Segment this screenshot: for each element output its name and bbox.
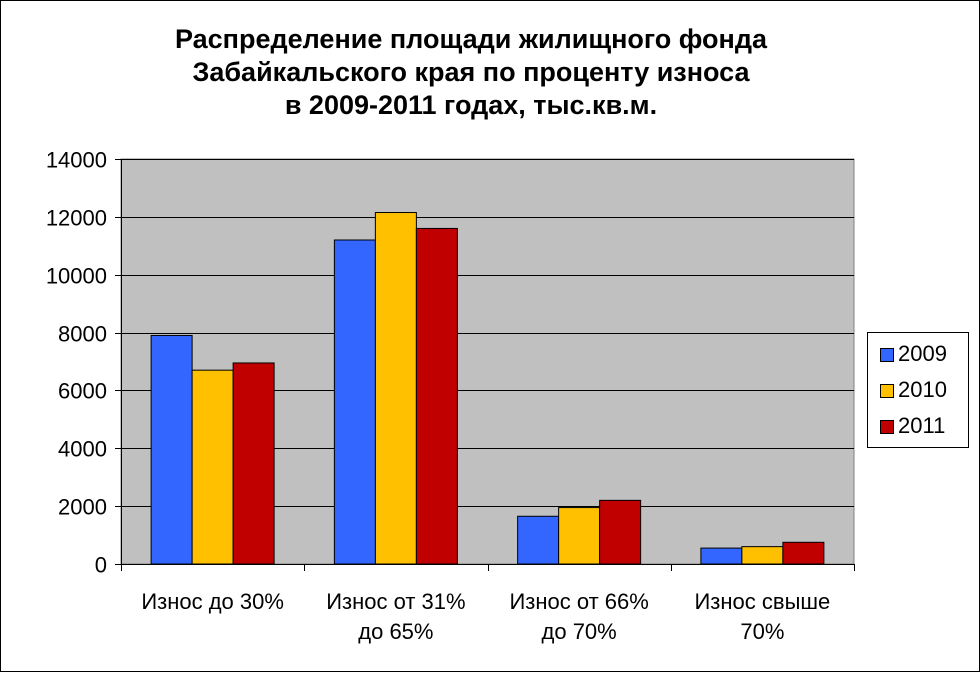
legend-label: 2010 <box>898 377 947 402</box>
y-tick-label: 6000 <box>58 379 107 404</box>
legend-item-2009: 2009 <box>868 337 968 373</box>
legend-swatch <box>880 348 894 362</box>
bar-2010 <box>741 546 784 565</box>
legend: 2009 2010 2011 <box>867 332 969 448</box>
legend-item-2010: 2010 <box>868 373 968 409</box>
bar-2011 <box>599 499 642 565</box>
x-tick-label: Износ свыше <box>694 589 830 614</box>
bar-2011 <box>782 541 825 565</box>
x-tick-label: до 70% <box>542 619 617 644</box>
bar-2011 <box>415 227 458 565</box>
y-tick-label: 10000 <box>46 264 107 289</box>
y-tick-label: 8000 <box>58 322 107 347</box>
y-tick-labels: 0 2000 4000 6000 8000 10000 12000 14000 <box>46 148 107 578</box>
bars <box>150 212 825 565</box>
bar-2010 <box>374 212 417 565</box>
chart-title-line: Распределение площади жилищного фонда <box>174 24 768 54</box>
legend-swatch <box>880 420 894 434</box>
legend-label: 2011 <box>898 413 946 438</box>
y-tick-label: 12000 <box>46 206 107 231</box>
y-tick-label: 4000 <box>58 437 107 462</box>
x-tick-labels: Износ до 30% Износ от 31% до 65% Износ от 6… <box>141 589 830 644</box>
x-tick-label: Износ до 30% <box>141 589 284 614</box>
chart-title: Распределение площади жилищного фонда За… <box>1 23 941 122</box>
chart-title-line: в 2009-2011 годах, тыс.кв.м. <box>284 90 658 120</box>
x-tick-label: Износ от 31% <box>326 589 465 614</box>
bar-2009 <box>700 547 743 565</box>
bar-2010 <box>558 507 601 565</box>
x-tick-label: до 65% <box>358 619 433 644</box>
bar-2009 <box>333 239 376 565</box>
legend-swatch <box>880 384 894 398</box>
chart-title-line: Забайкальского края по проценту износа <box>192 57 750 87</box>
bar-2011 <box>232 362 275 565</box>
y-tick-label: 14000 <box>46 148 107 173</box>
axes <box>115 159 855 571</box>
y-tick-label: 2000 <box>58 495 107 520</box>
y-tick-label: 0 <box>95 553 107 578</box>
legend-label: 2009 <box>898 341 947 366</box>
bar-2009 <box>150 334 193 565</box>
bar-2010 <box>191 369 234 565</box>
bar-2009 <box>517 515 560 565</box>
x-tick-label: 70% <box>740 619 784 644</box>
x-tick-label: Износ от 66% <box>509 589 648 614</box>
legend-item-2011: 2011 <box>868 409 968 445</box>
